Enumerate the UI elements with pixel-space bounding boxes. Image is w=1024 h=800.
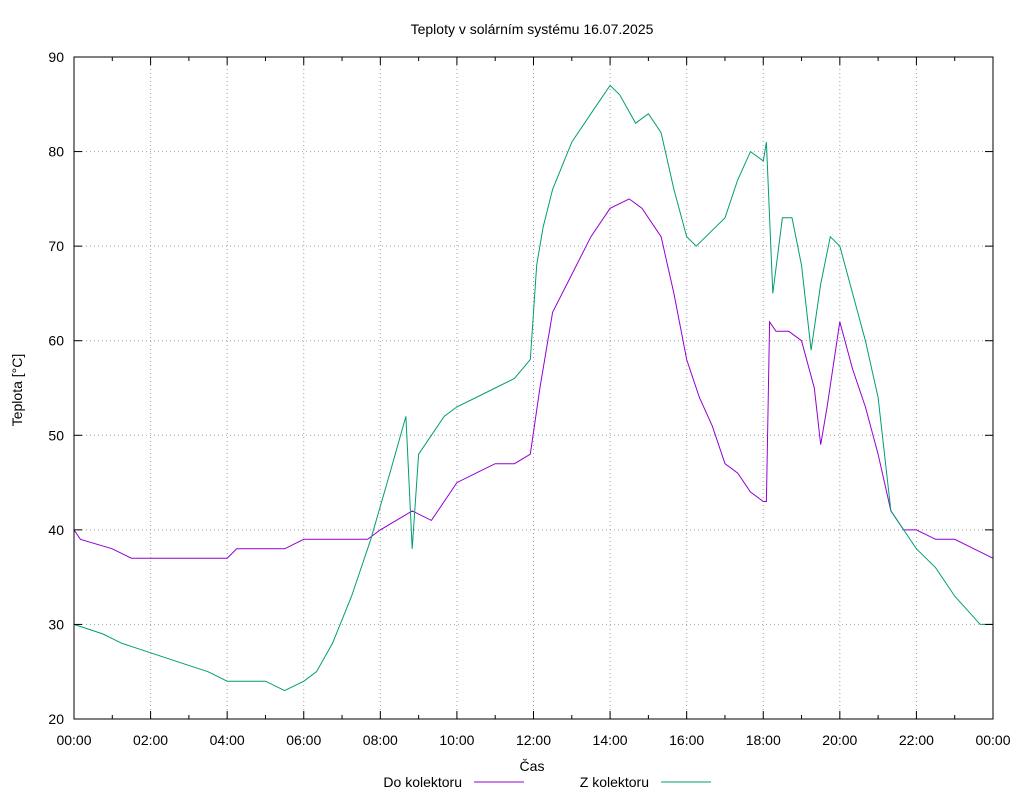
x-tick-label: 20:00: [822, 732, 857, 748]
y-tick-label: 70: [48, 238, 64, 254]
x-tick-label: 16:00: [669, 732, 704, 748]
y-tick-label: 30: [48, 616, 64, 632]
chart-title: Teploty v solárním systému 16.07.2025: [411, 21, 654, 37]
legend: Do kolektoru Z kolektoru: [383, 774, 711, 790]
grid-layer: [74, 57, 993, 719]
x-tick-label: 10:00: [439, 732, 474, 748]
x-tick-label: 22:00: [899, 732, 934, 748]
y-tick-label: 50: [48, 427, 64, 443]
series-line-1: [73, 198, 994, 559]
plot-frame: [73, 56, 994, 720]
y-tick-label: 90: [48, 49, 64, 65]
x-axis-label: Čas: [520, 758, 545, 774]
x-tick-label: 06:00: [286, 732, 321, 748]
legend-label: Z kolektoru: [580, 774, 649, 790]
x-tick-label: 12:00: [516, 732, 551, 748]
legend-label: Do kolektoru: [383, 774, 462, 790]
y-tick-label: 40: [48, 522, 64, 538]
x-tick-label: 00:00: [56, 732, 91, 748]
y-tick-label: 80: [48, 144, 64, 160]
tick-layer: 20 30 40 50 60 70 80 90 00:00 02:00 04:00 06:00 08:0…: [48, 49, 1010, 748]
x-tick-label: 02:00: [133, 732, 168, 748]
x-tick-label: 08:00: [363, 732, 398, 748]
y-axis-label: Teplota [°C]: [9, 354, 25, 427]
y-tick-label: 20: [48, 711, 64, 727]
x-tick-label: 04:00: [210, 732, 245, 748]
y-tick-label: 60: [48, 333, 64, 349]
x-tick-label: 14:00: [593, 732, 628, 748]
x-tick-label: 18:00: [746, 732, 781, 748]
x-tick-label: 00:00: [975, 732, 1010, 748]
series-line-2: [73, 84, 993, 692]
series-layer: [73, 84, 994, 692]
